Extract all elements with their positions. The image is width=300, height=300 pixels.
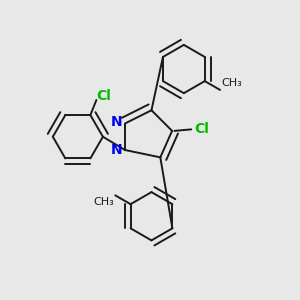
Text: Cl: Cl	[96, 88, 111, 103]
Text: CH₃: CH₃	[93, 197, 114, 207]
Text: N: N	[110, 115, 122, 129]
Text: CH₃: CH₃	[221, 79, 242, 88]
Text: Cl: Cl	[194, 122, 209, 136]
Text: N: N	[110, 143, 122, 157]
